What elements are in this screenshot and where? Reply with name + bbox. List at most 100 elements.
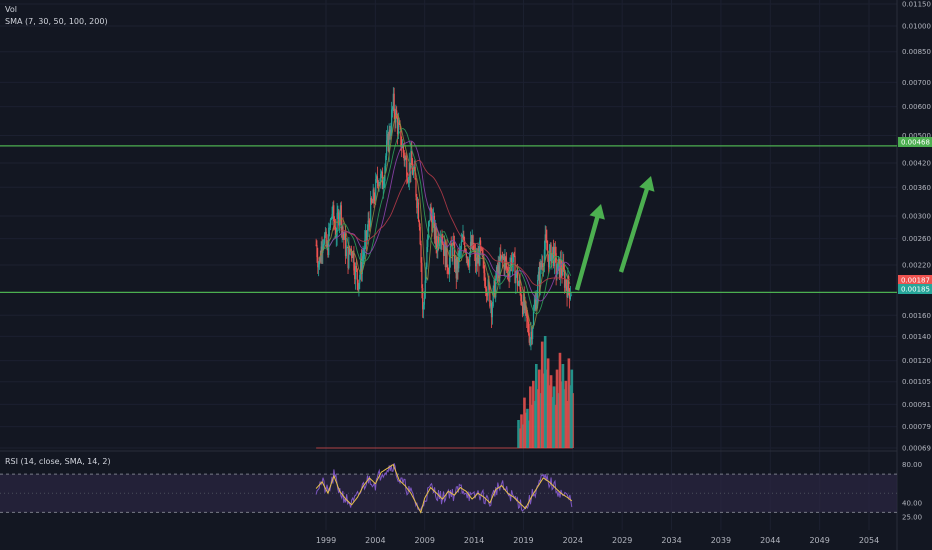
sma-line xyxy=(328,140,571,302)
candle-body xyxy=(385,155,387,167)
candle-body xyxy=(536,297,538,310)
candle-body xyxy=(523,294,525,311)
rsi-legend[interactable]: RSI (14, close, SMA, 14, 2) xyxy=(5,457,111,466)
candle-body xyxy=(387,134,389,151)
volume-bar xyxy=(572,393,575,448)
candle-body xyxy=(444,242,446,268)
candle-body xyxy=(365,230,367,240)
candle-body xyxy=(357,280,359,290)
candle-body xyxy=(543,249,545,266)
candle-body xyxy=(498,264,500,279)
time-tick-label: 2034 xyxy=(661,536,681,545)
candle-body xyxy=(436,244,438,252)
candle-body xyxy=(417,202,420,222)
time-tick-label: 2049 xyxy=(809,536,829,545)
candle-body xyxy=(409,162,411,174)
candle-body xyxy=(522,294,525,315)
sma-legend[interactable]: SMA (7, 30, 50, 100, 200) xyxy=(5,17,108,26)
price-tick-label: 0.00220 xyxy=(902,262,931,270)
candle-body xyxy=(352,251,354,259)
rsi-tick-label: 40.00 xyxy=(902,499,922,507)
rsi-axis[interactable]: 80.00 40.00 25.00 xyxy=(902,461,922,522)
candle-body xyxy=(396,110,398,118)
time-tick-label: 2039 xyxy=(711,536,731,545)
candle-body xyxy=(376,176,378,182)
volume-bars xyxy=(316,336,575,449)
price-tick-label: 0.00069 xyxy=(902,445,931,453)
candle-body xyxy=(569,296,571,300)
candle-body xyxy=(339,214,341,226)
candle-body xyxy=(495,278,497,298)
candle-body xyxy=(549,244,551,251)
candle-body xyxy=(373,189,375,201)
candle-body xyxy=(527,321,530,334)
volume-bar xyxy=(525,412,527,448)
candle-body xyxy=(463,235,465,241)
trend-arrow xyxy=(618,176,655,273)
candle-body xyxy=(425,267,427,281)
candle-body xyxy=(562,261,564,276)
price-axis[interactable]: 0.01150 0.01000 0.00850 0.00700 0.00600 0.005… xyxy=(902,1,931,453)
candle-body xyxy=(368,220,370,223)
candle-body xyxy=(465,251,467,258)
candle-body xyxy=(345,247,347,257)
candle-body xyxy=(490,303,493,318)
volume-bar xyxy=(532,380,535,448)
candle-body xyxy=(558,258,560,263)
volume-legend[interactable]: Vol xyxy=(5,5,17,14)
candle-body xyxy=(375,179,377,201)
candle-body xyxy=(332,205,334,214)
volume-bar xyxy=(563,389,566,448)
candle-body xyxy=(327,244,329,255)
candle-body xyxy=(380,171,383,174)
time-tick-label: 2024 xyxy=(563,536,583,545)
horizontal-levels[interactable] xyxy=(0,145,897,293)
candle-body xyxy=(448,257,451,275)
price-tag-label: 0.00187 xyxy=(901,277,930,285)
candle-body xyxy=(519,280,521,290)
candle-body xyxy=(353,251,355,271)
candle-body xyxy=(434,227,436,240)
candle-body xyxy=(491,306,493,318)
candle-body xyxy=(541,263,543,268)
volume-bar xyxy=(560,381,563,448)
candle-body xyxy=(442,242,444,244)
volume-bar xyxy=(529,386,532,448)
candle-body xyxy=(520,289,522,302)
candle-body xyxy=(391,107,394,110)
candle-body xyxy=(539,263,541,287)
candles xyxy=(315,87,572,351)
price-tag-box xyxy=(898,275,932,285)
candle-body xyxy=(427,221,430,236)
candle-body xyxy=(540,263,542,268)
candle-body xyxy=(550,244,552,266)
price-tag-box xyxy=(898,284,932,294)
candle-body xyxy=(554,247,556,254)
trend-arrows[interactable] xyxy=(574,176,655,291)
price-tick-label: 0.00600 xyxy=(902,103,931,111)
candle-body xyxy=(559,259,561,279)
candle-body xyxy=(323,243,325,245)
candle-body xyxy=(415,179,417,197)
candle-body xyxy=(568,276,570,289)
sma-line xyxy=(318,114,571,329)
chart-grid xyxy=(0,0,898,550)
candle-body xyxy=(501,255,504,259)
candle-body xyxy=(362,256,364,260)
time-axis[interactable]: 1999 2004 2009 2014 2019 2024 2029 2034 2039 2044… xyxy=(316,536,879,545)
candle-body xyxy=(460,241,462,250)
candle-body xyxy=(360,258,363,274)
candle-body xyxy=(377,181,379,187)
candle-body xyxy=(506,268,509,270)
candle-body xyxy=(340,205,342,232)
time-tick-label: 2019 xyxy=(513,536,533,545)
price-tag-box xyxy=(898,137,932,147)
candle-body xyxy=(328,227,331,229)
candle-body xyxy=(424,280,426,298)
candle-body xyxy=(564,279,566,288)
candle-body xyxy=(334,226,337,238)
candle-body xyxy=(485,286,487,289)
candle-body xyxy=(396,117,399,135)
candle-body xyxy=(400,127,402,147)
